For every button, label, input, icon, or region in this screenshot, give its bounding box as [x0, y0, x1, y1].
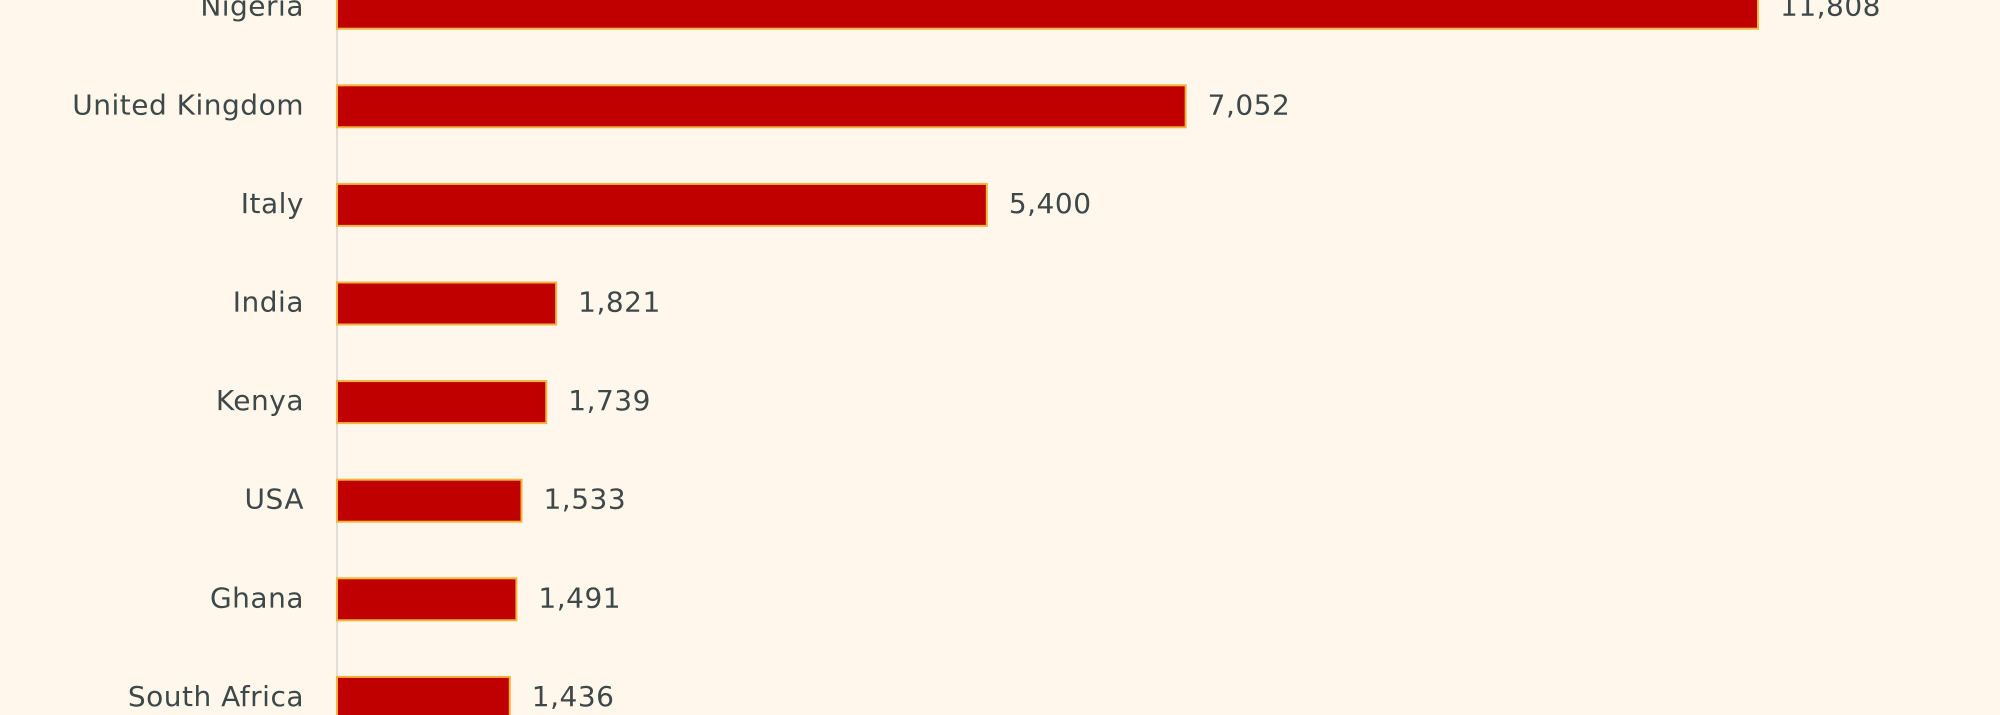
bar	[336, 478, 523, 523]
category-label: USA	[245, 483, 304, 516]
bar	[336, 84, 1187, 129]
category-label: United Kingdom	[72, 88, 304, 121]
bar	[336, 577, 518, 622]
value-label: 5,400	[1009, 187, 1092, 220]
bar	[336, 281, 558, 326]
category-label: Ghana	[210, 581, 304, 614]
value-label: 1,739	[568, 384, 651, 417]
value-label: 1,821	[578, 286, 661, 319]
category-label: Kenya	[216, 384, 304, 417]
value-label: 7,052	[1208, 88, 1291, 121]
bar	[336, 380, 548, 425]
bar	[336, 182, 988, 227]
value-label: 1,436	[532, 680, 615, 713]
bar	[336, 0, 1759, 30]
category-label: Italy	[241, 187, 304, 220]
category-label: India	[233, 286, 304, 319]
category-label: Nigeria	[200, 0, 304, 23]
value-label: 1,533	[543, 483, 626, 516]
value-label: 11,808	[1780, 0, 1881, 23]
category-label: South Africa	[128, 680, 304, 713]
value-label: 1,491	[538, 581, 621, 614]
bar	[336, 675, 511, 715]
